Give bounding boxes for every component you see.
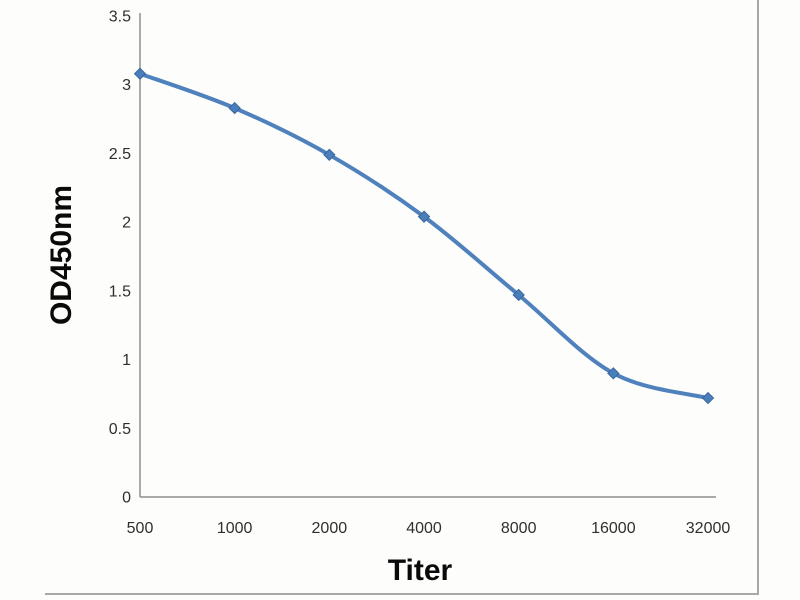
x-tick-label: 500 <box>127 520 154 537</box>
y-tick-label: 1 <box>122 352 131 369</box>
x-tick-label: 16000 <box>591 520 636 537</box>
x-tick-label: 32000 <box>686 520 731 537</box>
x-tick-label: 2000 <box>312 520 348 537</box>
data-point-marker <box>323 148 336 162</box>
x-axis-tick-labels: 500 1000 2000 4000 8000 16000 32000 <box>127 520 731 537</box>
data-point-markers <box>133 67 715 405</box>
y-tick-label: 0.5 <box>109 421 131 438</box>
data-point-marker <box>228 101 241 115</box>
chart-area-border <box>45 0 759 595</box>
data-point-marker <box>133 67 147 80</box>
series-line <box>138 71 710 401</box>
y-axis-tick-labels: 0 0.5 1 1.5 2 2.5 3 3.5 <box>109 9 131 507</box>
y-tick-label: 2 <box>122 215 131 232</box>
y-tick-label: 3.5 <box>109 9 131 26</box>
y-axis-title: OD450nm <box>45 185 78 325</box>
y-tick-label: 1.5 <box>109 283 131 300</box>
x-axis-title: Titer <box>388 554 453 587</box>
y-tick-label: 2.5 <box>109 146 131 163</box>
data-point-marker <box>417 210 431 223</box>
data-point-marker <box>607 367 620 380</box>
y-tick-label: 3 <box>122 77 131 94</box>
data-point-marker <box>512 288 525 302</box>
x-tick-label: 4000 <box>406 520 442 537</box>
x-tick-label: 8000 <box>501 520 537 537</box>
axes <box>139 13 716 498</box>
x-tick-label: 1000 <box>217 520 253 537</box>
y-tick-label: 0 <box>122 490 131 507</box>
data-point-marker <box>701 391 715 405</box>
